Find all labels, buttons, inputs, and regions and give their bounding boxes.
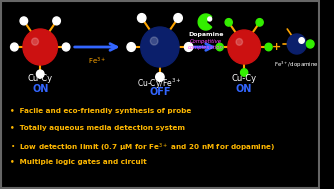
Circle shape: [53, 17, 60, 25]
Text: Dopamine: Dopamine: [188, 32, 223, 37]
Text: Cu-Cy: Cu-Cy: [231, 74, 257, 83]
Circle shape: [236, 39, 242, 45]
Circle shape: [174, 14, 182, 22]
Text: Fe$^{3+}$/dopamine: Fe$^{3+}$/dopamine: [274, 60, 319, 70]
Text: Competitive
complexation: Competitive complexation: [188, 39, 224, 50]
Text: Cu-Cy/Fe$^{3+}$: Cu-Cy/Fe$^{3+}$: [138, 77, 182, 91]
Wedge shape: [198, 14, 212, 30]
Text: •  Facile and eco-friendly synthesis of probe: • Facile and eco-friendly synthesis of p…: [10, 108, 191, 114]
Circle shape: [184, 43, 193, 51]
Text: •  Totally aqueous media detection system: • Totally aqueous media detection system: [10, 125, 185, 131]
Circle shape: [62, 43, 70, 51]
Circle shape: [256, 19, 263, 26]
Circle shape: [32, 38, 38, 45]
Text: Cu-Cy: Cu-Cy: [28, 74, 53, 83]
Circle shape: [23, 29, 57, 65]
Text: +: +: [272, 42, 281, 52]
Text: ON: ON: [32, 84, 48, 94]
Circle shape: [240, 69, 248, 76]
Circle shape: [156, 73, 164, 81]
Text: •  Multiple logic gates and circuit: • Multiple logic gates and circuit: [10, 159, 146, 165]
Text: Fe$^{3+}$: Fe$^{3+}$: [88, 56, 106, 67]
Circle shape: [216, 43, 223, 51]
Circle shape: [127, 43, 135, 51]
Circle shape: [20, 17, 28, 25]
Text: ON: ON: [236, 84, 253, 94]
Circle shape: [208, 17, 212, 21]
Circle shape: [228, 30, 261, 64]
Circle shape: [225, 19, 232, 26]
Circle shape: [287, 34, 306, 54]
Circle shape: [138, 14, 146, 22]
Circle shape: [11, 43, 18, 51]
Circle shape: [36, 70, 44, 78]
Circle shape: [306, 40, 314, 48]
Circle shape: [265, 43, 272, 51]
Circle shape: [150, 37, 158, 45]
Text: •  Low detection limit (0.7 μM for Fe$^{3+}$ and 20 nM for dopamine): • Low detection limit (0.7 μM for Fe$^{3…: [10, 142, 275, 154]
Circle shape: [141, 27, 179, 67]
Circle shape: [299, 38, 304, 43]
Text: OFF: OFF: [149, 87, 171, 97]
